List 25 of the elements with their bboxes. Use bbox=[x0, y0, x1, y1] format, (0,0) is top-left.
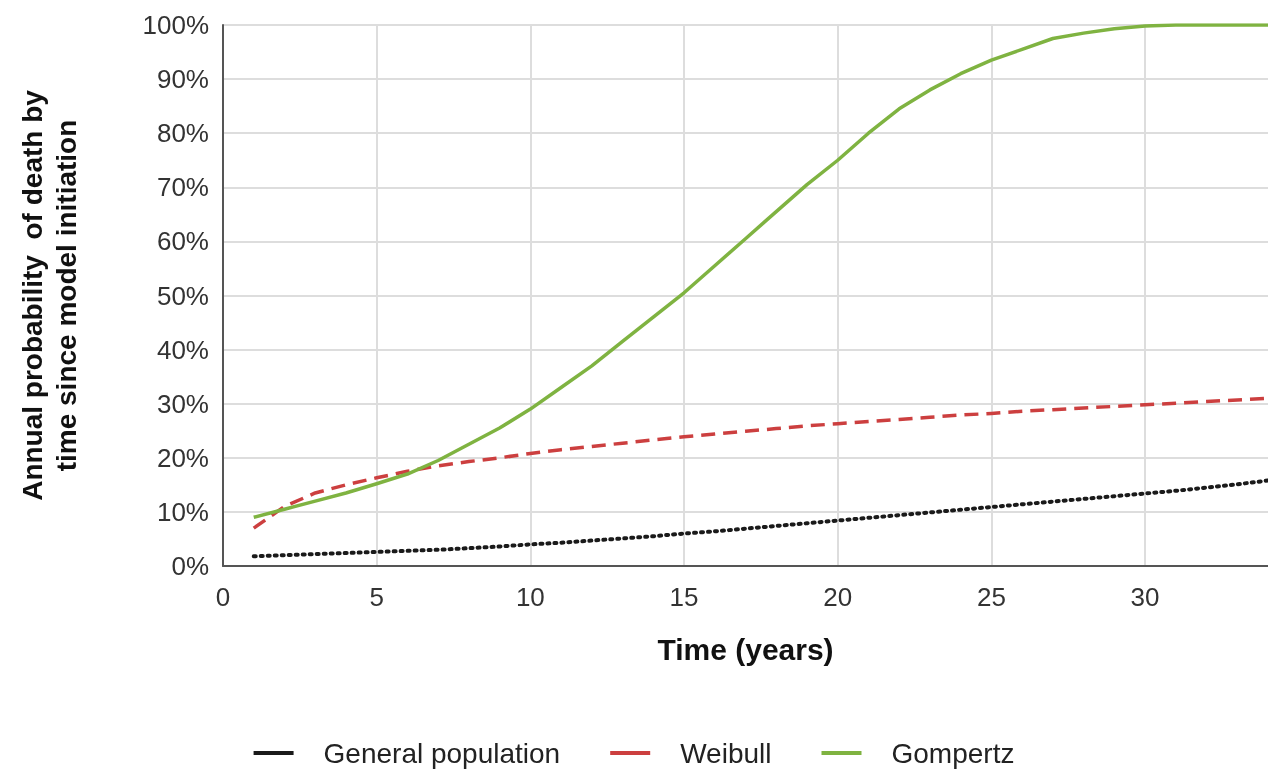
y-tick-label: 40% bbox=[156, 334, 209, 365]
legend-label: Weibull bbox=[680, 737, 772, 769]
y-tick-label: 80% bbox=[156, 118, 209, 149]
line-series bbox=[251, 23, 1268, 520]
y-tick-label: 0% bbox=[171, 551, 209, 581]
x-tick-label: 25 bbox=[976, 582, 1006, 612]
legend-label: General population bbox=[323, 737, 561, 769]
y-tick-label: 20% bbox=[156, 442, 209, 473]
legend-label: Gompertz bbox=[891, 737, 1015, 769]
y-tick-label: 90% bbox=[156, 64, 209, 95]
x-tick-label: 20 bbox=[823, 582, 853, 612]
y-tick-label: 50% bbox=[156, 280, 209, 311]
y-tick-label: 10% bbox=[156, 496, 209, 527]
y-tick-label: 70% bbox=[156, 172, 209, 203]
y-tick-label: 60% bbox=[156, 226, 209, 257]
x-tick-label: 0 bbox=[215, 582, 231, 612]
x-axis-title: Time (years) bbox=[657, 632, 834, 666]
x-tick-label: 30 bbox=[1130, 582, 1160, 612]
x-tick-label: 15 bbox=[669, 582, 699, 612]
y-tick-label: 100% bbox=[142, 10, 209, 40]
x-tick-label: 10 bbox=[515, 582, 545, 612]
line-series bbox=[251, 478, 1268, 559]
y-axis-title: Annual probability of death by time since model initiation bbox=[16, 89, 82, 501]
y-tick-label: 30% bbox=[156, 388, 209, 419]
x-tick-label: 5 bbox=[369, 582, 384, 612]
